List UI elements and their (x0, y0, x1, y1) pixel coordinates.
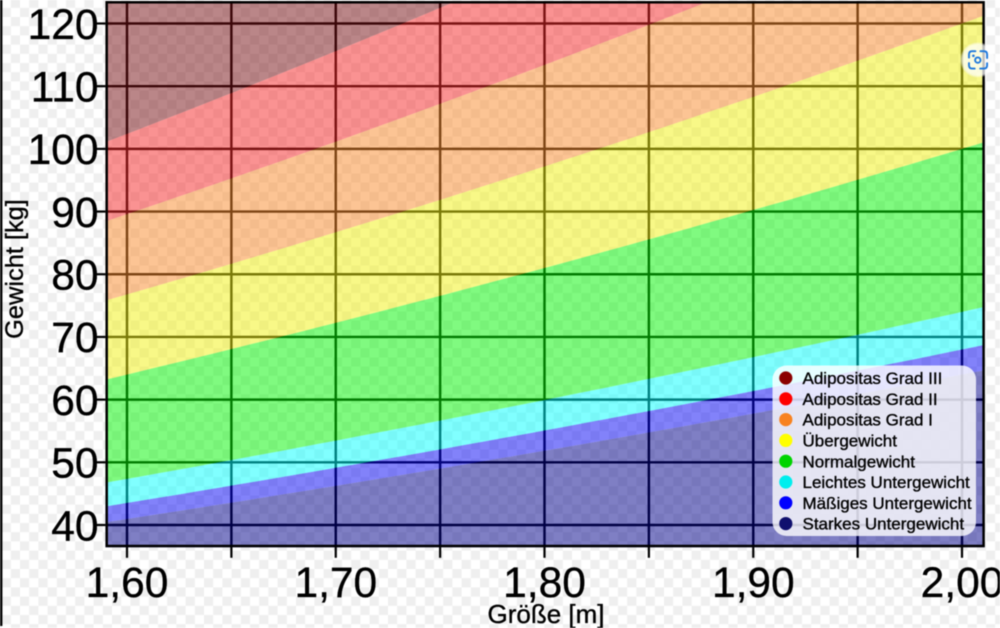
svg-text:110: 110 (31, 65, 99, 112)
svg-text:Leichtes Untergewicht: Leichtes Untergewicht (803, 473, 971, 492)
svg-text:90: 90 (51, 190, 98, 237)
svg-text:2,00: 2,00 (921, 560, 1000, 607)
svg-text:80: 80 (51, 253, 98, 300)
svg-text:Übergewicht: Übergewicht (803, 432, 898, 451)
svg-text:Normalgewicht: Normalgewicht (803, 452, 916, 471)
svg-text:Gewicht [kg]: Gewicht [kg] (1, 199, 29, 339)
svg-text:Adipositas Grad II: Adipositas Grad II (803, 390, 938, 409)
svg-text:100: 100 (28, 127, 99, 174)
svg-text:Mäßiges Untergewicht: Mäßiges Untergewicht (803, 494, 972, 513)
svg-text:60: 60 (51, 378, 98, 425)
svg-text:Adipositas Grad I: Adipositas Grad I (803, 411, 933, 430)
svg-text:1,70: 1,70 (294, 560, 377, 607)
svg-text:Adipositas Grad III: Adipositas Grad III (803, 369, 943, 388)
svg-text:120: 120 (28, 2, 99, 49)
svg-text:1,90: 1,90 (712, 560, 795, 607)
svg-text:40: 40 (51, 503, 98, 550)
svg-text:Größe [m]: Größe [m] (487, 599, 604, 628)
svg-text:1,60: 1,60 (86, 560, 169, 607)
svg-text:50: 50 (51, 441, 98, 488)
svg-text:1,80: 1,80 (503, 560, 586, 607)
svg-text:70: 70 (51, 315, 98, 362)
svg-text:Starkes Untergewicht: Starkes Untergewicht (803, 515, 965, 534)
